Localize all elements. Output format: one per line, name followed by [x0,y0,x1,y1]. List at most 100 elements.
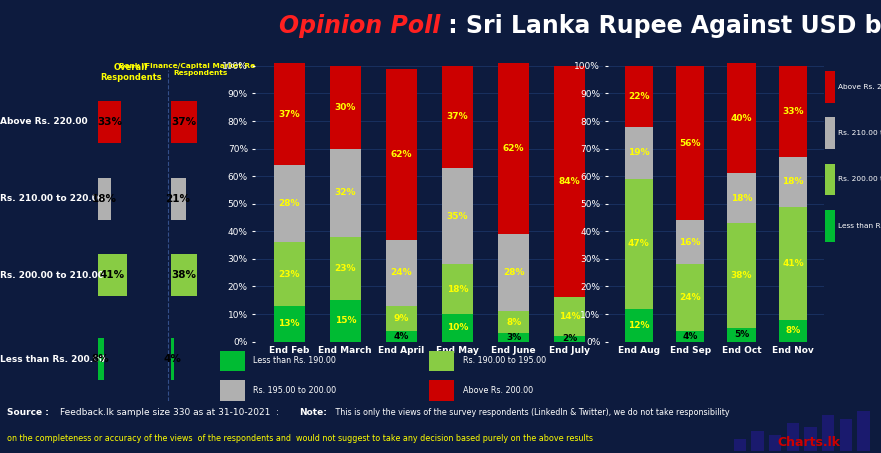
FancyBboxPatch shape [220,351,245,371]
Bar [728,173,756,223]
FancyBboxPatch shape [171,338,174,380]
Bar [274,63,305,165]
Text: Rs. 210.00 to 220.00: Rs. 210.00 to 220.00 [0,194,104,203]
Text: Above Rs. 220.00: Above Rs. 220.00 [838,84,881,90]
Text: 24%: 24% [390,268,412,277]
Text: Note:: Note: [300,408,328,417]
Text: 40%: 40% [730,114,752,123]
Text: 8%: 8% [785,326,801,335]
Bar [386,306,417,331]
Text: 24%: 24% [679,293,701,302]
Bar [734,439,746,451]
FancyBboxPatch shape [98,101,121,143]
Bar [751,431,764,451]
Bar [728,223,756,328]
Text: 38%: 38% [172,270,196,280]
FancyBboxPatch shape [98,338,104,380]
Text: 18%: 18% [782,177,803,186]
Bar [804,427,817,451]
Bar [676,331,704,342]
Bar [779,207,807,319]
Text: 38%: 38% [730,271,752,280]
Text: 18%: 18% [447,285,469,294]
FancyBboxPatch shape [825,71,835,103]
Text: 19%: 19% [628,148,649,157]
FancyBboxPatch shape [171,101,196,143]
Bar [329,300,360,342]
Text: This is only the views of the survey respondents (LinkedIn & Twitter), we do not: This is only the views of the survey res… [333,408,729,417]
Text: 33%: 33% [782,107,803,116]
Bar [822,415,834,451]
Bar [386,69,417,240]
Text: 41%: 41% [100,270,125,280]
FancyBboxPatch shape [825,117,835,149]
Text: 37%: 37% [447,112,469,121]
Bar [625,66,653,126]
Text: 28%: 28% [278,199,300,208]
Bar [442,314,473,342]
Text: 28%: 28% [503,268,524,277]
Text: 5%: 5% [734,330,749,339]
Text: Above Rs. 200.00: Above Rs. 200.00 [463,386,533,395]
FancyBboxPatch shape [429,380,455,401]
Text: Opinion Poll: Opinion Poll [279,14,440,38]
Bar [329,149,360,237]
Bar [442,265,473,314]
Text: 13%: 13% [278,319,300,328]
Text: Bank /Finance/Capital Market Research
Respondents: Bank /Finance/Capital Market Research Re… [119,63,283,76]
Text: 62%: 62% [503,144,524,153]
Text: on the completeness or accuracy of the views  of the respondents and  would not : on the completeness or accuracy of the v… [7,434,593,443]
Bar [442,66,473,168]
Text: 18%: 18% [730,194,752,203]
Text: Less than Rs. 200.00: Less than Rs. 200.00 [838,223,881,229]
Bar [554,66,585,298]
Text: 4%: 4% [683,332,698,341]
FancyBboxPatch shape [825,164,835,195]
Text: 4%: 4% [394,332,409,341]
Bar [329,66,360,149]
Text: 56%: 56% [679,139,701,148]
Bar [499,311,529,333]
Bar [554,298,585,336]
Bar [274,165,305,242]
Bar [499,234,529,311]
Text: 10%: 10% [447,323,468,333]
Text: 3%: 3% [506,333,522,342]
Bar [676,66,704,220]
Text: 37%: 37% [171,117,196,127]
Text: 23%: 23% [278,270,300,279]
Text: Charts.lk: Charts.lk [777,436,840,448]
Bar [274,306,305,342]
FancyBboxPatch shape [171,255,197,296]
FancyBboxPatch shape [220,380,245,401]
Text: 37%: 37% [278,110,300,119]
Text: Rs. 200.00 to 210.00: Rs. 200.00 to 210.00 [838,177,881,183]
Text: : Sri Lanka Rupee Against USD by end of Nov: : Sri Lanka Rupee Against USD by end of … [440,14,881,38]
Text: 2%: 2% [562,334,577,343]
Bar [499,63,529,234]
Text: 4%: 4% [163,354,181,364]
Text: 23%: 23% [335,264,356,273]
Text: Rs. 190.00 to 195.00: Rs. 190.00 to 195.00 [463,357,545,366]
Text: 18%: 18% [92,193,117,203]
Bar [676,265,704,331]
Bar [625,308,653,342]
Bar [554,336,585,342]
FancyBboxPatch shape [429,351,455,371]
Text: 41%: 41% [782,259,803,268]
Text: 33%: 33% [97,117,122,127]
Text: 32%: 32% [335,188,356,197]
Bar [386,331,417,342]
Text: 12%: 12% [628,321,649,330]
Text: 9%: 9% [394,313,409,323]
Text: Rs. 195.00 to 200.00: Rs. 195.00 to 200.00 [254,386,337,395]
Text: 22%: 22% [628,92,649,101]
Bar [676,220,704,265]
Text: 8%: 8% [506,318,522,327]
Text: 47%: 47% [628,239,649,248]
Bar [329,237,360,300]
Text: Feedback.lk sample size 330 as at 31-10-2021  :: Feedback.lk sample size 330 as at 31-10-… [60,408,282,417]
Text: Rs. 210.00 to 220.00: Rs. 210.00 to 220.00 [838,130,881,136]
Bar [728,328,756,342]
Bar [840,419,852,451]
